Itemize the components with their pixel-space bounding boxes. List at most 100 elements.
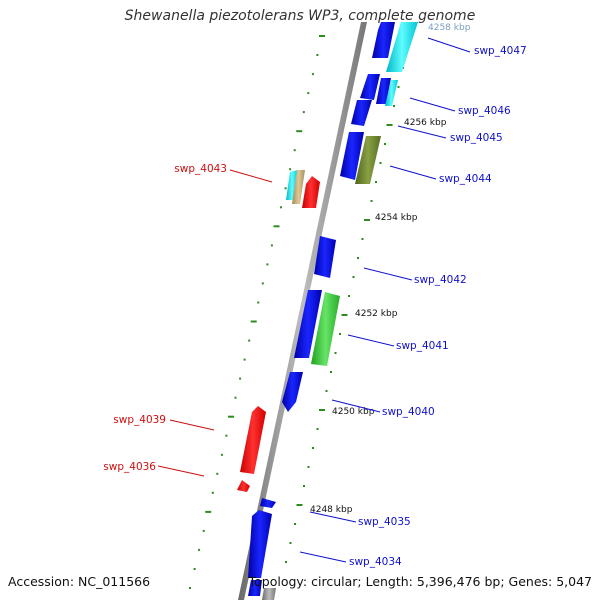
kbp-label: 4254 kbp [375,213,418,223]
gene-arrow[interactable] [294,290,322,358]
tick-mark [216,472,219,475]
gene-arrow[interactable] [240,406,266,474]
tick-mark [193,568,196,570]
tick-mark [397,86,400,88]
gene-arrow[interactable] [372,22,395,58]
gene-label-swp-4041[interactable]: swp_4041 [396,340,449,352]
tick-mark [357,257,359,259]
tick-mark [243,358,246,361]
tick-mark [379,162,382,164]
tick-mark [289,542,292,544]
topology-label: Topology: circular; Length: 5,396,476 bp… [248,574,592,589]
gene-arrow[interactable] [311,292,340,366]
gene-label-swp-4036[interactable]: swp_4036 [103,461,156,473]
tick-mark [330,371,332,373]
kbp-label: 4256 kbp [404,118,447,128]
gene-label-swp-4034[interactable]: swp_4034 [349,556,402,568]
tick-mark [234,396,237,399]
gene-label-swp-4043[interactable]: swp_4043 [174,163,227,175]
tick-mark [339,333,341,335]
tick-mark [325,390,328,392]
gene-arrow[interactable] [351,100,372,126]
gene-arrow[interactable] [314,236,336,278]
gene-label-swp-4045[interactable]: swp_4045 [450,132,503,144]
gene-arrow[interactable] [237,480,250,492]
kbp-label: 4252 kbp [355,309,398,319]
accession-label: Accession: NC_011566 [8,574,151,589]
gene-arrow[interactable] [282,372,303,412]
tick-mark [284,187,287,190]
tick-mark [393,105,395,107]
inner-tick-guide [189,35,325,589]
tick-mark [257,301,260,304]
gene-arrow[interactable] [302,176,320,208]
tick-mark [220,453,223,456]
tick-mark [273,225,280,228]
gene-label-swp-4047[interactable]: swp_4047 [474,45,527,57]
genome-backbone [238,22,367,600]
gene-arrow[interactable] [340,132,364,180]
gene-label-swp-4040[interactable]: swp_4040 [382,406,435,418]
gene-arrow[interactable] [260,498,276,508]
tick-mark [334,352,337,354]
tick-mark [189,587,191,589]
tick-mark [248,339,251,342]
kbp-label: 4258 kbp [428,23,471,33]
tick-mark [348,295,350,297]
gene-arrow[interactable] [262,588,276,600]
tick-mark [228,415,234,418]
gene-arrow[interactable] [248,580,262,596]
tick-mark [386,124,393,126]
tick-mark [270,244,273,247]
tick-mark [307,466,310,468]
gene-arrow[interactable] [355,136,381,184]
tick-mark [239,377,242,380]
map-title: Shewanella piezotolerans WP3, complete g… [124,8,476,24]
tick-mark [211,491,214,494]
tick-mark [205,510,212,513]
kbp-label: 4250 kbp [332,407,375,417]
tick-mark [303,485,305,487]
tick-mark [285,561,287,563]
tick-mark [316,54,319,56]
gene-label-swp-4042[interactable]: swp_4042 [414,274,467,286]
tick-mark [312,447,314,449]
tick-mark [370,200,373,202]
tick-mark [250,320,257,323]
tick-mark [311,73,314,76]
tick-mark [296,504,303,506]
tick-mark [384,143,386,145]
tick-mark [296,130,303,133]
gene-label-swp-4044[interactable]: swp_4044 [439,173,492,185]
tick-mark [316,428,319,430]
tick-mark [280,206,282,209]
gene-arrow[interactable] [248,510,272,578]
tick-mark [361,238,364,240]
gene-arrow[interactable] [386,22,418,72]
tick-mark [302,111,305,114]
gene-arrow[interactable] [360,74,380,100]
tick-mark [294,523,296,525]
tick-mark [319,35,325,37]
gene-label-swp-4035[interactable]: swp_4035 [358,516,411,528]
tick-mark [225,434,228,437]
tick-mark [352,276,355,278]
tick-mark [289,168,292,171]
tick-mark [319,409,325,411]
gene-label-swp-4046[interactable]: swp_4046 [458,105,511,117]
tick-mark [375,181,377,183]
kbp-label: 4248 kbp [310,505,353,515]
tick-mark [364,219,370,221]
gene-arrow[interactable] [385,80,398,106]
tick-mark [293,149,296,152]
tick-mark [341,314,348,316]
tick-mark [202,529,205,532]
tick-mark [307,92,310,95]
gene-arrow[interactable] [292,170,305,204]
tick-mark [266,263,269,266]
tick-mark [261,282,264,285]
reverse-leader-lines [157,169,273,477]
gene-label-swp-4039[interactable]: swp_4039 [113,414,166,426]
tick-mark [198,548,201,551]
